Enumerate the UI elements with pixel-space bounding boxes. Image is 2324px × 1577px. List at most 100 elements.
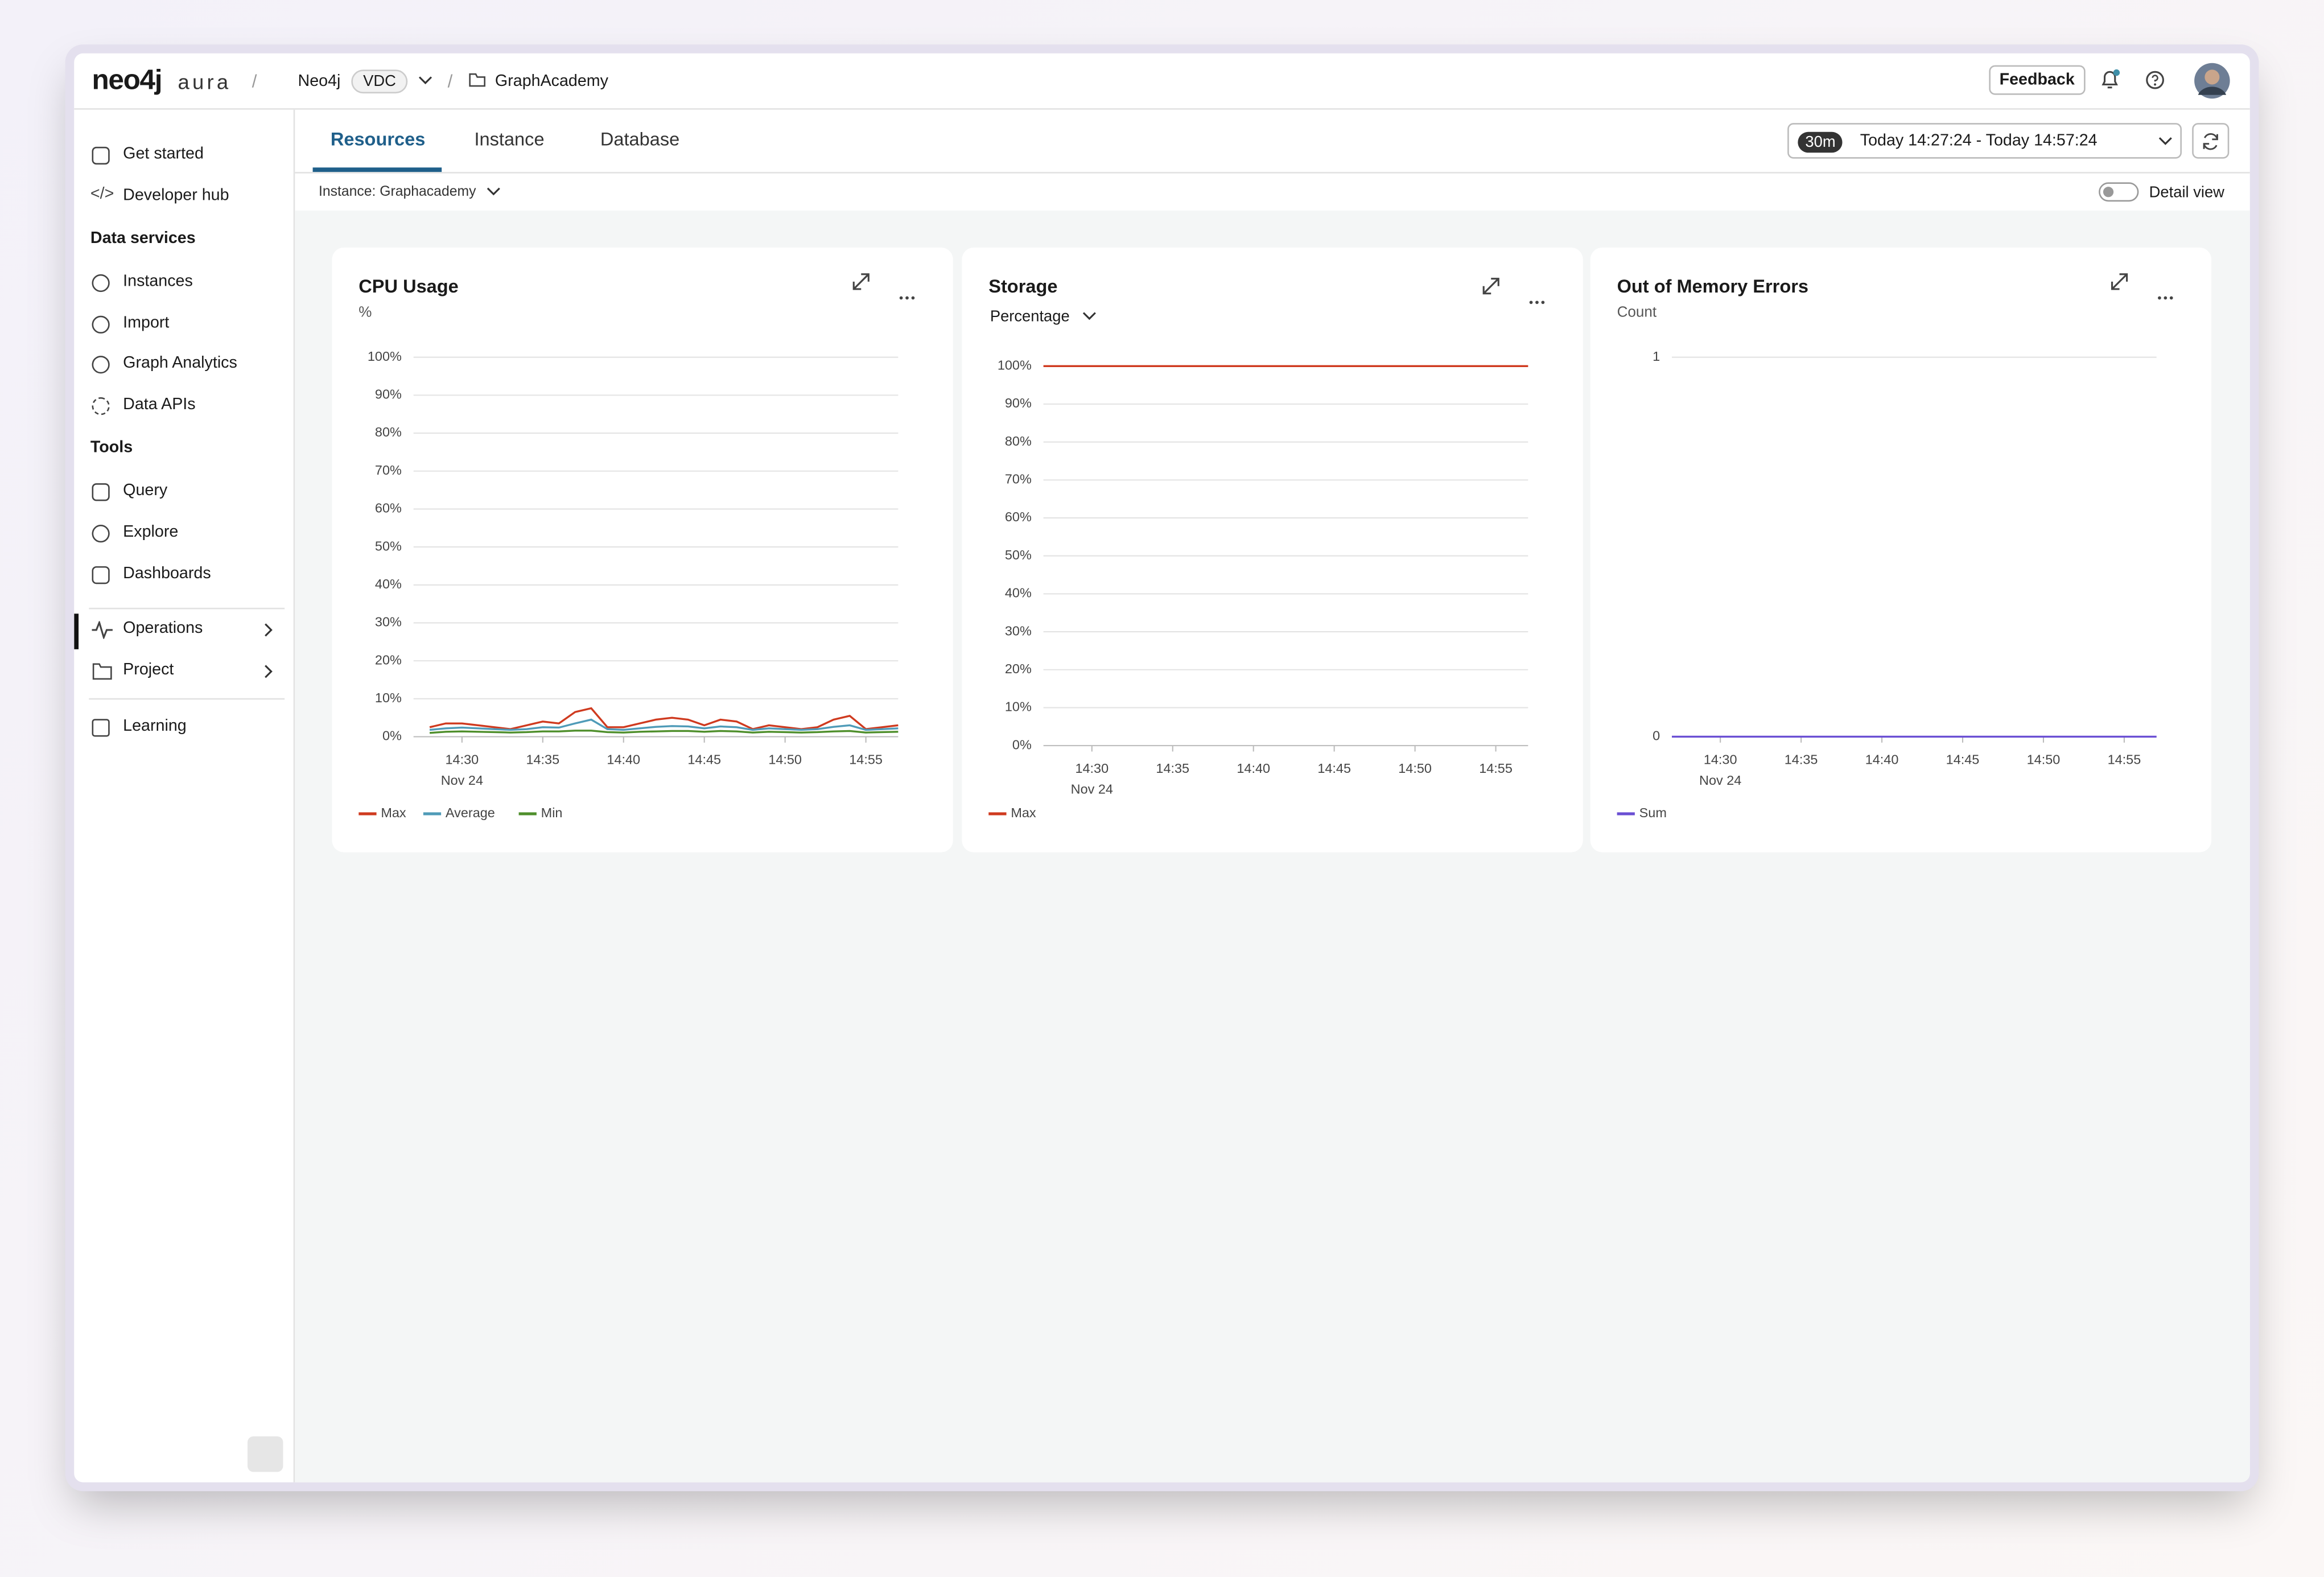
more-icon[interactable] [911, 296, 915, 300]
y-tick-label: 90% [1005, 396, 1032, 410]
y-tick-label: 100% [368, 349, 402, 364]
x-tick-label: 14:50 [768, 752, 802, 767]
tab[interactable]: Database [600, 129, 680, 150]
x-tick-label: 14:30 [1704, 752, 1737, 767]
toggle[interactable] [2099, 182, 2139, 202]
nav-item[interactable]: Dashboards [123, 565, 211, 583]
x-tick-label: 14:50 [2027, 752, 2061, 767]
y-tick-label: 0% [382, 728, 402, 743]
org[interactable]: Neo4j [298, 72, 341, 90]
refresh-icon [2203, 133, 2218, 150]
x-date-label: Nov 24 [441, 773, 483, 788]
x-tick-label: 14:55 [849, 752, 883, 767]
chevron [487, 187, 500, 196]
more-icon[interactable] [1529, 300, 1533, 304]
chart: Out of Memory Errors Count 0 1 14:30 14:35 14:… [1617, 273, 2173, 820]
nav-item[interactable]: Query [123, 481, 168, 500]
nav-item[interactable]: Learning [123, 717, 187, 735]
more-icon[interactable] [2158, 296, 2161, 300]
project[interactable]: GraphAcademy [495, 72, 609, 90]
nav-item[interactable]: Instances [123, 273, 193, 291]
nav-item[interactable]: Project [123, 661, 174, 679]
divider [89, 698, 285, 700]
chart-subtitle: Count [1617, 303, 1657, 320]
x-date-label: Nov 24 [1071, 781, 1113, 796]
pin-button[interactable] [247, 1436, 283, 1472]
nav-item[interactable]: Explore [123, 523, 179, 541]
logo: neo4j [92, 65, 162, 97]
chart-card: Storage Percentage 0% 10% 20% 30% 40% 50% 60% 70%… [962, 247, 1583, 853]
instance-selector[interactable]: Instance: Graphacademy [318, 183, 476, 200]
unit-selector[interactable]: Percentage [990, 307, 1070, 325]
x-tick-label: 14:45 [1946, 752, 1980, 767]
org-badge: VDC [351, 69, 408, 94]
tab[interactable]: Resources [330, 129, 426, 150]
nav-item[interactable]: Developer hub [123, 187, 229, 205]
chevron[interactable] [418, 74, 432, 86]
expand-icon[interactable] [2111, 273, 2128, 290]
tab[interactable]: Instance [474, 129, 545, 150]
x-tick-label: 14:55 [1479, 761, 1513, 776]
more-icon[interactable] [2169, 296, 2173, 300]
refresh-button[interactable] [2192, 123, 2230, 159]
more-icon[interactable] [2164, 296, 2168, 300]
nav-item[interactable]: Get started [123, 145, 204, 163]
more-icon[interactable] [1541, 300, 1545, 304]
nav-item[interactable]: Import [123, 314, 170, 332]
y-tick-label: 0 [1653, 728, 1660, 743]
folder-icon [469, 73, 486, 87]
time-range: Today 14:27:24 - Today 14:57:24 [1860, 131, 2098, 150]
code-icon: </> [90, 185, 114, 203]
chart-card: CPU Usage% 0% 10% 20% 30% 40% 50% 60% 70% 80% 90% 1… [332, 247, 953, 853]
x-tick-label: 14:35 [526, 752, 559, 767]
more-icon[interactable] [905, 296, 909, 300]
y-tick-label: 80% [1005, 434, 1032, 448]
chevron [265, 623, 273, 637]
chart-title: Out of Memory Errors [1617, 276, 1808, 297]
legend-label: Min [541, 805, 563, 820]
chart-card: Out of Memory Errors Count 0 1 14:30 14:35 14:… [1590, 247, 2212, 853]
more-icon[interactable] [1535, 300, 1539, 304]
x-date-label: Nov 24 [1699, 773, 1741, 788]
import-icon [92, 315, 110, 334]
chart-subtitle: % [359, 303, 372, 320]
home-icon [92, 146, 110, 165]
chart-title: Storage [988, 276, 1057, 297]
chevron [1082, 312, 1096, 320]
y-tick-label: 10% [375, 690, 402, 705]
x-tick-label: 14:40 [1865, 752, 1899, 767]
y-tick-label: 70% [1005, 472, 1032, 487]
sep: / [252, 71, 257, 92]
logo-suffix: aura [178, 69, 232, 94]
nav-item[interactable]: Operations [123, 619, 203, 637]
chart: Storage Percentage 0% 10% 20% 30% 40% 50% 60% 70%… [988, 276, 1545, 820]
y-tick-label: 60% [1005, 509, 1032, 524]
help-icon[interactable] [2145, 69, 2165, 90]
y-tick-label: 20% [1005, 661, 1032, 676]
query-icon [92, 483, 110, 501]
y-tick-label: 60% [375, 501, 402, 516]
chevron [2158, 137, 2172, 145]
sep: / [447, 71, 453, 92]
graph-icon [92, 356, 110, 374]
y-tick-label: 20% [375, 652, 402, 667]
expand-icon[interactable] [852, 273, 870, 290]
y-tick-label: 30% [375, 615, 402, 629]
legend-label: Max [381, 805, 406, 820]
nav-item[interactable]: Graph Analytics [123, 354, 237, 372]
time-badge: 30m [1798, 131, 1843, 153]
nav-item[interactable]: Data APIs [123, 396, 196, 414]
active-indicator [74, 613, 79, 649]
folder-icon [92, 663, 112, 680]
divider [74, 108, 2250, 110]
x-tick-label: 14:35 [1785, 752, 1818, 767]
bell-icon[interactable] [2099, 68, 2123, 92]
more-icon[interactable] [899, 296, 903, 300]
feedback-button[interactable]: Feedback [1989, 65, 2086, 95]
avatar[interactable] [2194, 62, 2231, 99]
expand-icon[interactable] [1482, 278, 1499, 295]
time-range-picker[interactable] [1787, 123, 2182, 159]
y-tick-label: 40% [375, 577, 402, 591]
dashboard-icon [92, 566, 110, 584]
